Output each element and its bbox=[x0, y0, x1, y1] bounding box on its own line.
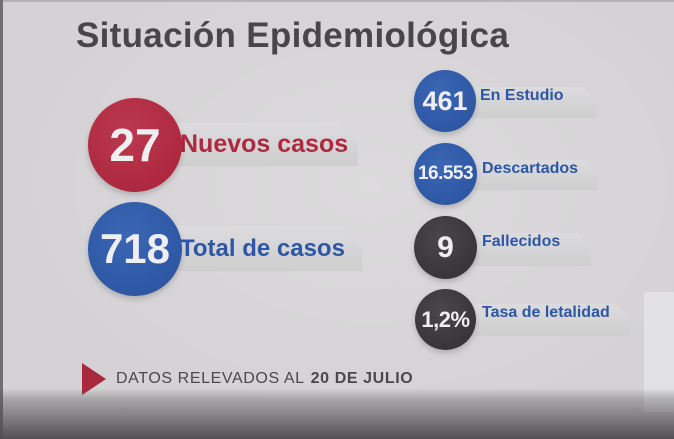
en-estudio-value: 461 bbox=[422, 85, 468, 116]
tasa-letalidad-value: 1,2% bbox=[421, 306, 470, 332]
fallecidos-label: Fallecidos bbox=[482, 233, 561, 250]
page-title: Situación Epidemiológica bbox=[76, 16, 510, 55]
fallecidos-banner: Fallecidos bbox=[469, 233, 591, 266]
footer-text: DATOS RELEVADOS AL 20 DE JULIO bbox=[116, 370, 413, 388]
footer-prefix: DATOS RELEVADOS AL bbox=[116, 370, 305, 387]
descartados-label: Descartados bbox=[482, 160, 579, 177]
tasa-letalidad-label: Tasa de letalidad bbox=[482, 304, 610, 321]
total-casos-label: Total de casos bbox=[180, 235, 345, 262]
bottom-gradient-bar bbox=[0, 388, 674, 439]
descartados-value: 16.553 bbox=[417, 163, 474, 184]
fallecidos-value: 9 bbox=[437, 230, 454, 264]
fallecidos-circle: 9 bbox=[414, 216, 477, 279]
en-estudio-banner: En Estudio bbox=[467, 87, 597, 118]
total-casos-banner: Total de casos bbox=[164, 226, 362, 271]
tasa-letalidad-banner: Tasa de letalidad bbox=[469, 304, 630, 336]
footer-note: DATOS RELEVADOS AL 20 DE JULIO bbox=[82, 363, 413, 395]
en-estudio-label: En Estudio bbox=[480, 87, 564, 104]
nuevos-casos-circle: 27 bbox=[88, 98, 182, 192]
nuevos-casos-value: 27 bbox=[109, 119, 161, 171]
left-edge-divider bbox=[0, 0, 3, 439]
descartados-banner: Descartados bbox=[469, 160, 598, 190]
descartados-circle: 16.553 bbox=[414, 143, 477, 205]
tasa-letalidad-circle: 1,2% bbox=[415, 289, 476, 350]
total-casos-circle: 718 bbox=[88, 202, 182, 296]
footer-date: 20 DE JULIO bbox=[310, 370, 414, 387]
nuevos-casos-label: Nuevos casos bbox=[180, 130, 349, 158]
top-edge-divider bbox=[0, 0, 674, 2]
nuevos-casos-banner: Nuevos casos bbox=[164, 123, 358, 166]
total-casos-value: 718 bbox=[99, 225, 171, 272]
en-estudio-circle: 461 bbox=[414, 70, 476, 132]
